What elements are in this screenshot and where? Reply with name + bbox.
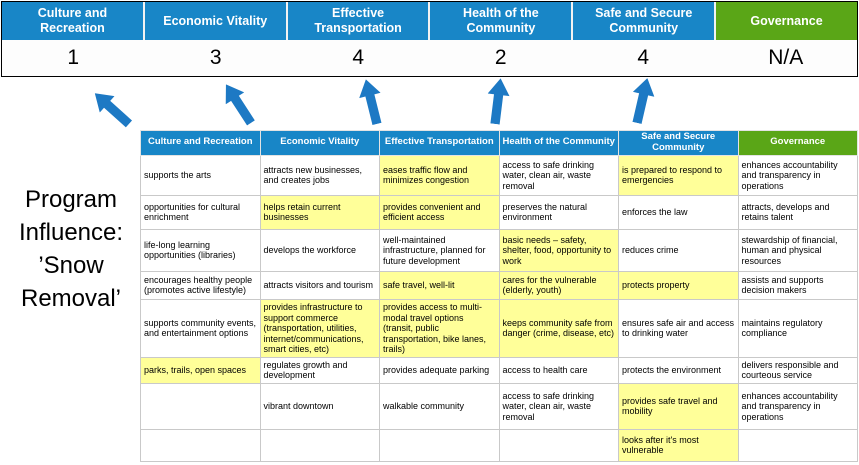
matrix-cell: ensures safe air and access to drinking … xyxy=(618,298,739,358)
matrix-header-row: Culture and Recreation Economic Vitality… xyxy=(140,130,858,156)
score-culture-and-recreation: 1 xyxy=(67,46,80,69)
matrix-cell xyxy=(140,382,261,430)
title-line: ’Snow xyxy=(38,252,104,279)
matrix-cell: basic needs – safety, shelter, food, opp… xyxy=(498,228,619,272)
matrix-row: looks after it's most vulnerable xyxy=(140,428,858,462)
matrix-cell: stewardship of financial, human and phys… xyxy=(737,228,858,272)
matrix-cell: attracts, develops and retains talent xyxy=(737,194,858,230)
matrix-cell: enforces the law xyxy=(618,194,739,230)
matrix-header-cell: Health of the Community xyxy=(498,130,619,156)
up-arrow-icon xyxy=(626,76,658,126)
matrix-row: encourages healthy people (promotes acti… xyxy=(140,270,858,300)
matrix-cell: provides convenient and efficient access xyxy=(379,194,500,230)
matrix-cell: opportunities for cultural enrichment xyxy=(140,194,261,230)
matrix-cell: provides adequate parking xyxy=(379,356,500,384)
matrix-cell: supports community events, and entertain… xyxy=(140,298,261,358)
matrix-cell: enhances accountability and transparency… xyxy=(737,154,858,196)
category-culture-and-recreation: Culture and Recreation xyxy=(2,2,145,40)
matrix-cell xyxy=(259,428,380,462)
matrix-cell: encourages healthy people (promotes acti… xyxy=(140,270,261,300)
matrix-header-cell: Economic Vitality xyxy=(259,130,380,156)
category-governance: Governance xyxy=(716,2,857,40)
score-governance: N/A xyxy=(768,46,804,69)
title-line: Removal’ xyxy=(20,285,122,312)
matrix-cell xyxy=(140,428,261,462)
matrix-cell: well-maintained infrastructure, planned … xyxy=(379,228,500,272)
matrix-cell: attracts visitors and tourism xyxy=(259,270,380,300)
program-influence-title: Program Influence: ’Snow Removal’ xyxy=(0,183,142,315)
score-safe-and-secure-community: 4 xyxy=(637,46,650,69)
matrix-cell: access to safe drinking water, clean air… xyxy=(498,154,619,196)
matrix-cell: provides infrastructure to support comme… xyxy=(259,298,380,358)
category-health-of-the-community: Health of the Community xyxy=(430,2,574,40)
matrix-cell: protects property xyxy=(618,270,739,300)
up-arrow-icon xyxy=(484,77,511,125)
matrix-cell: is prepared to respond to emergencies xyxy=(618,154,739,196)
matrix-cell: keeps community safe from danger (crime,… xyxy=(498,298,619,358)
matrix-row: life-long learning opportunities (librar… xyxy=(140,228,858,272)
matrix-cell: protects the environment xyxy=(618,356,739,384)
matrix-cell: helps retain current businesses xyxy=(259,194,380,230)
category-economic-vitality: Economic Vitality xyxy=(144,2,288,40)
matrix-header: Culture and Recreation Economic Vitality… xyxy=(140,130,858,156)
matrix-cell: safe travel, well-lit xyxy=(379,270,500,300)
matrix-cell: eases traffic flow and minimizes congest… xyxy=(379,154,500,196)
matrix-cell: vibrant downtown xyxy=(259,382,380,430)
matrix-cell: enhances accountability and transparency… xyxy=(737,382,858,430)
matrix-cell: looks after it's most vulnerable xyxy=(618,428,739,462)
matrix-cell: life-long learning opportunities (librar… xyxy=(140,228,261,272)
matrix-cell: access to safe drinking water, clean air… xyxy=(498,382,619,430)
matrix-cell: assists and supports decision makers xyxy=(737,270,858,300)
matrix-cell: develops the workforce xyxy=(259,228,380,272)
category-row: Culture and Recreation Economic Vitality… xyxy=(2,2,857,40)
matrix-cell: provides access to multi-modal travel op… xyxy=(379,298,500,358)
score-banner: Culture and Recreation Economic Vitality… xyxy=(1,1,858,77)
matrix-cell: reduces crime xyxy=(618,228,739,272)
matrix-header-cell: Effective Transportation xyxy=(379,130,500,156)
up-arrow-icon xyxy=(87,85,136,132)
matrix-cell: cares for the vulnerable (elderly, youth… xyxy=(498,270,619,300)
matrix-row: opportunities for cultural enrichment he… xyxy=(140,194,858,230)
matrix-row: supports the arts attracts new businesse… xyxy=(140,154,858,196)
matrix-cell xyxy=(379,428,500,462)
matrix-cell xyxy=(498,428,619,462)
matrix-cell: supports the arts xyxy=(140,154,261,196)
influence-matrix: Culture and Recreation Economic Vitality… xyxy=(140,130,858,462)
category-safe-and-secure-community: Safe and Secure Community xyxy=(573,2,717,40)
category-effective-transportation: Effective Transportation xyxy=(287,2,431,40)
matrix-cell: walkable community xyxy=(379,382,500,430)
matrix-cell: provides safe travel and mobility xyxy=(618,382,739,430)
score-health-of-the-community: 2 xyxy=(494,46,507,69)
matrix-cell: parks, trails, open spaces xyxy=(140,356,261,384)
matrix-body: supports the arts attracts new businesse… xyxy=(140,154,858,462)
matrix-cell: preserves the natural environment xyxy=(498,194,619,230)
matrix-cell: delivers responsible and courteous servi… xyxy=(737,356,858,384)
matrix-cell xyxy=(737,428,858,462)
up-arrow-icon xyxy=(355,77,387,127)
matrix-header-cell: Culture and Recreation xyxy=(140,130,261,156)
matrix-cell: attracts new businesses, and creates job… xyxy=(259,154,380,196)
matrix-header-cell: Governance xyxy=(737,130,858,156)
matrix-row: parks, trails, open spaces regulates gro… xyxy=(140,356,858,384)
score-row: 1 3 4 2 4 N/A xyxy=(2,40,857,76)
title-line: Program xyxy=(24,186,118,213)
matrix-row: supports community events, and entertain… xyxy=(140,298,858,358)
matrix-cell: access to health care xyxy=(498,356,619,384)
matrix-row: vibrant downtown walkable community acce… xyxy=(140,382,858,430)
title-line: Influence: xyxy=(18,219,124,246)
matrix-cell: maintains regulatory compliance xyxy=(737,298,858,358)
matrix-cell: regulates growth and development xyxy=(259,356,380,384)
matrix-header-cell: Safe and Secure Community xyxy=(618,130,739,156)
up-arrow-icon xyxy=(217,78,261,129)
score-economic-vitality: 3 xyxy=(209,46,222,69)
score-effective-transportation: 4 xyxy=(352,46,365,69)
